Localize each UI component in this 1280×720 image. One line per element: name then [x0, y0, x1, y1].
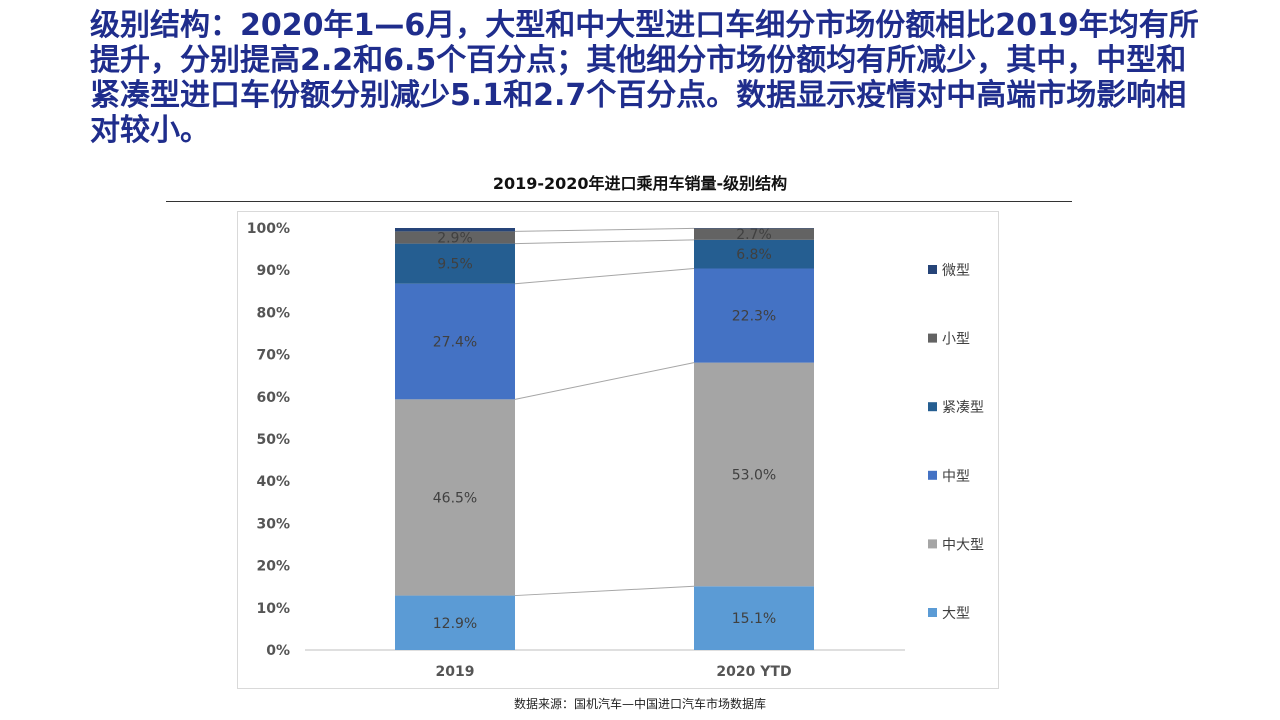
- bar-segment: [395, 399, 515, 596]
- y-tick-label: 100%: [247, 221, 290, 237]
- title-underline: [166, 201, 1072, 202]
- plot-frame: [237, 211, 999, 689]
- x-tick-label: 2019: [436, 664, 475, 680]
- legend-label: 微型: [942, 263, 970, 279]
- y-tick-label: 80%: [256, 305, 290, 321]
- legend-label: 中大型: [942, 537, 984, 553]
- y-tick-label: 60%: [256, 390, 290, 406]
- data-label: 15.1%: [732, 611, 776, 627]
- legend-swatch: [928, 608, 937, 617]
- chart-title: 2019-2020年进口乘用车销量-级别结构: [492, 174, 788, 193]
- legend-label: 大型: [942, 606, 970, 622]
- bar-segment: [395, 595, 515, 650]
- legend-label: 中型: [942, 469, 970, 485]
- data-label: 27.4%: [433, 335, 477, 351]
- y-tick-label: 20%: [256, 559, 290, 575]
- headline-text: 级别结构：2020年1—6月，大型和中大型进口车细分市场份额相比2019年均有所…: [90, 8, 1199, 148]
- bar-segment: [694, 228, 814, 240]
- data-label: 22.3%: [732, 309, 776, 325]
- data-label: 2.7%: [736, 227, 772, 243]
- y-tick-label: 70%: [256, 348, 290, 364]
- data-label: 6.8%: [736, 247, 772, 263]
- y-tick-label: 40%: [256, 474, 290, 490]
- legend-swatch: [928, 539, 937, 549]
- series-connector-line: [514, 362, 695, 400]
- data-label: 9.5%: [437, 257, 473, 273]
- source-note: 数据来源：国机汽车—中国进口汽车市场数据库: [513, 697, 766, 711]
- series-connector-line: [514, 239, 695, 245]
- y-tick-label: 90%: [256, 263, 290, 279]
- legend-swatch: [928, 265, 937, 274]
- legend-label: 小型: [942, 332, 970, 348]
- bar-segment: [694, 586, 814, 650]
- bar-segment: [395, 243, 515, 284]
- bar-segment: [395, 228, 515, 232]
- series-connector-line: [514, 585, 695, 597]
- y-tick-label: 30%: [256, 516, 290, 532]
- series-connector-line: [514, 268, 695, 285]
- legend-label: 紧凑型: [942, 399, 984, 416]
- y-tick-label: 0%: [266, 643, 290, 659]
- bar-segment: [694, 239, 814, 269]
- x-tick-label: 2020 YTD: [716, 664, 791, 680]
- bar-segment: [694, 362, 814, 587]
- data-label: 2.9%: [437, 230, 473, 246]
- legend-swatch: [928, 470, 937, 480]
- series-connector-line: [514, 227, 695, 232]
- legend-swatch: [928, 333, 937, 343]
- y-tick-label: 10%: [256, 601, 290, 617]
- bar-segment: [395, 231, 515, 244]
- data-label: 53.0%: [732, 467, 776, 483]
- legend-swatch: [928, 402, 937, 412]
- data-label: 46.5%: [433, 490, 477, 506]
- data-label: 12.9%: [433, 616, 477, 632]
- y-tick-label: 50%: [256, 432, 290, 448]
- bar-segment: [395, 283, 515, 400]
- bar-segment: [694, 268, 814, 363]
